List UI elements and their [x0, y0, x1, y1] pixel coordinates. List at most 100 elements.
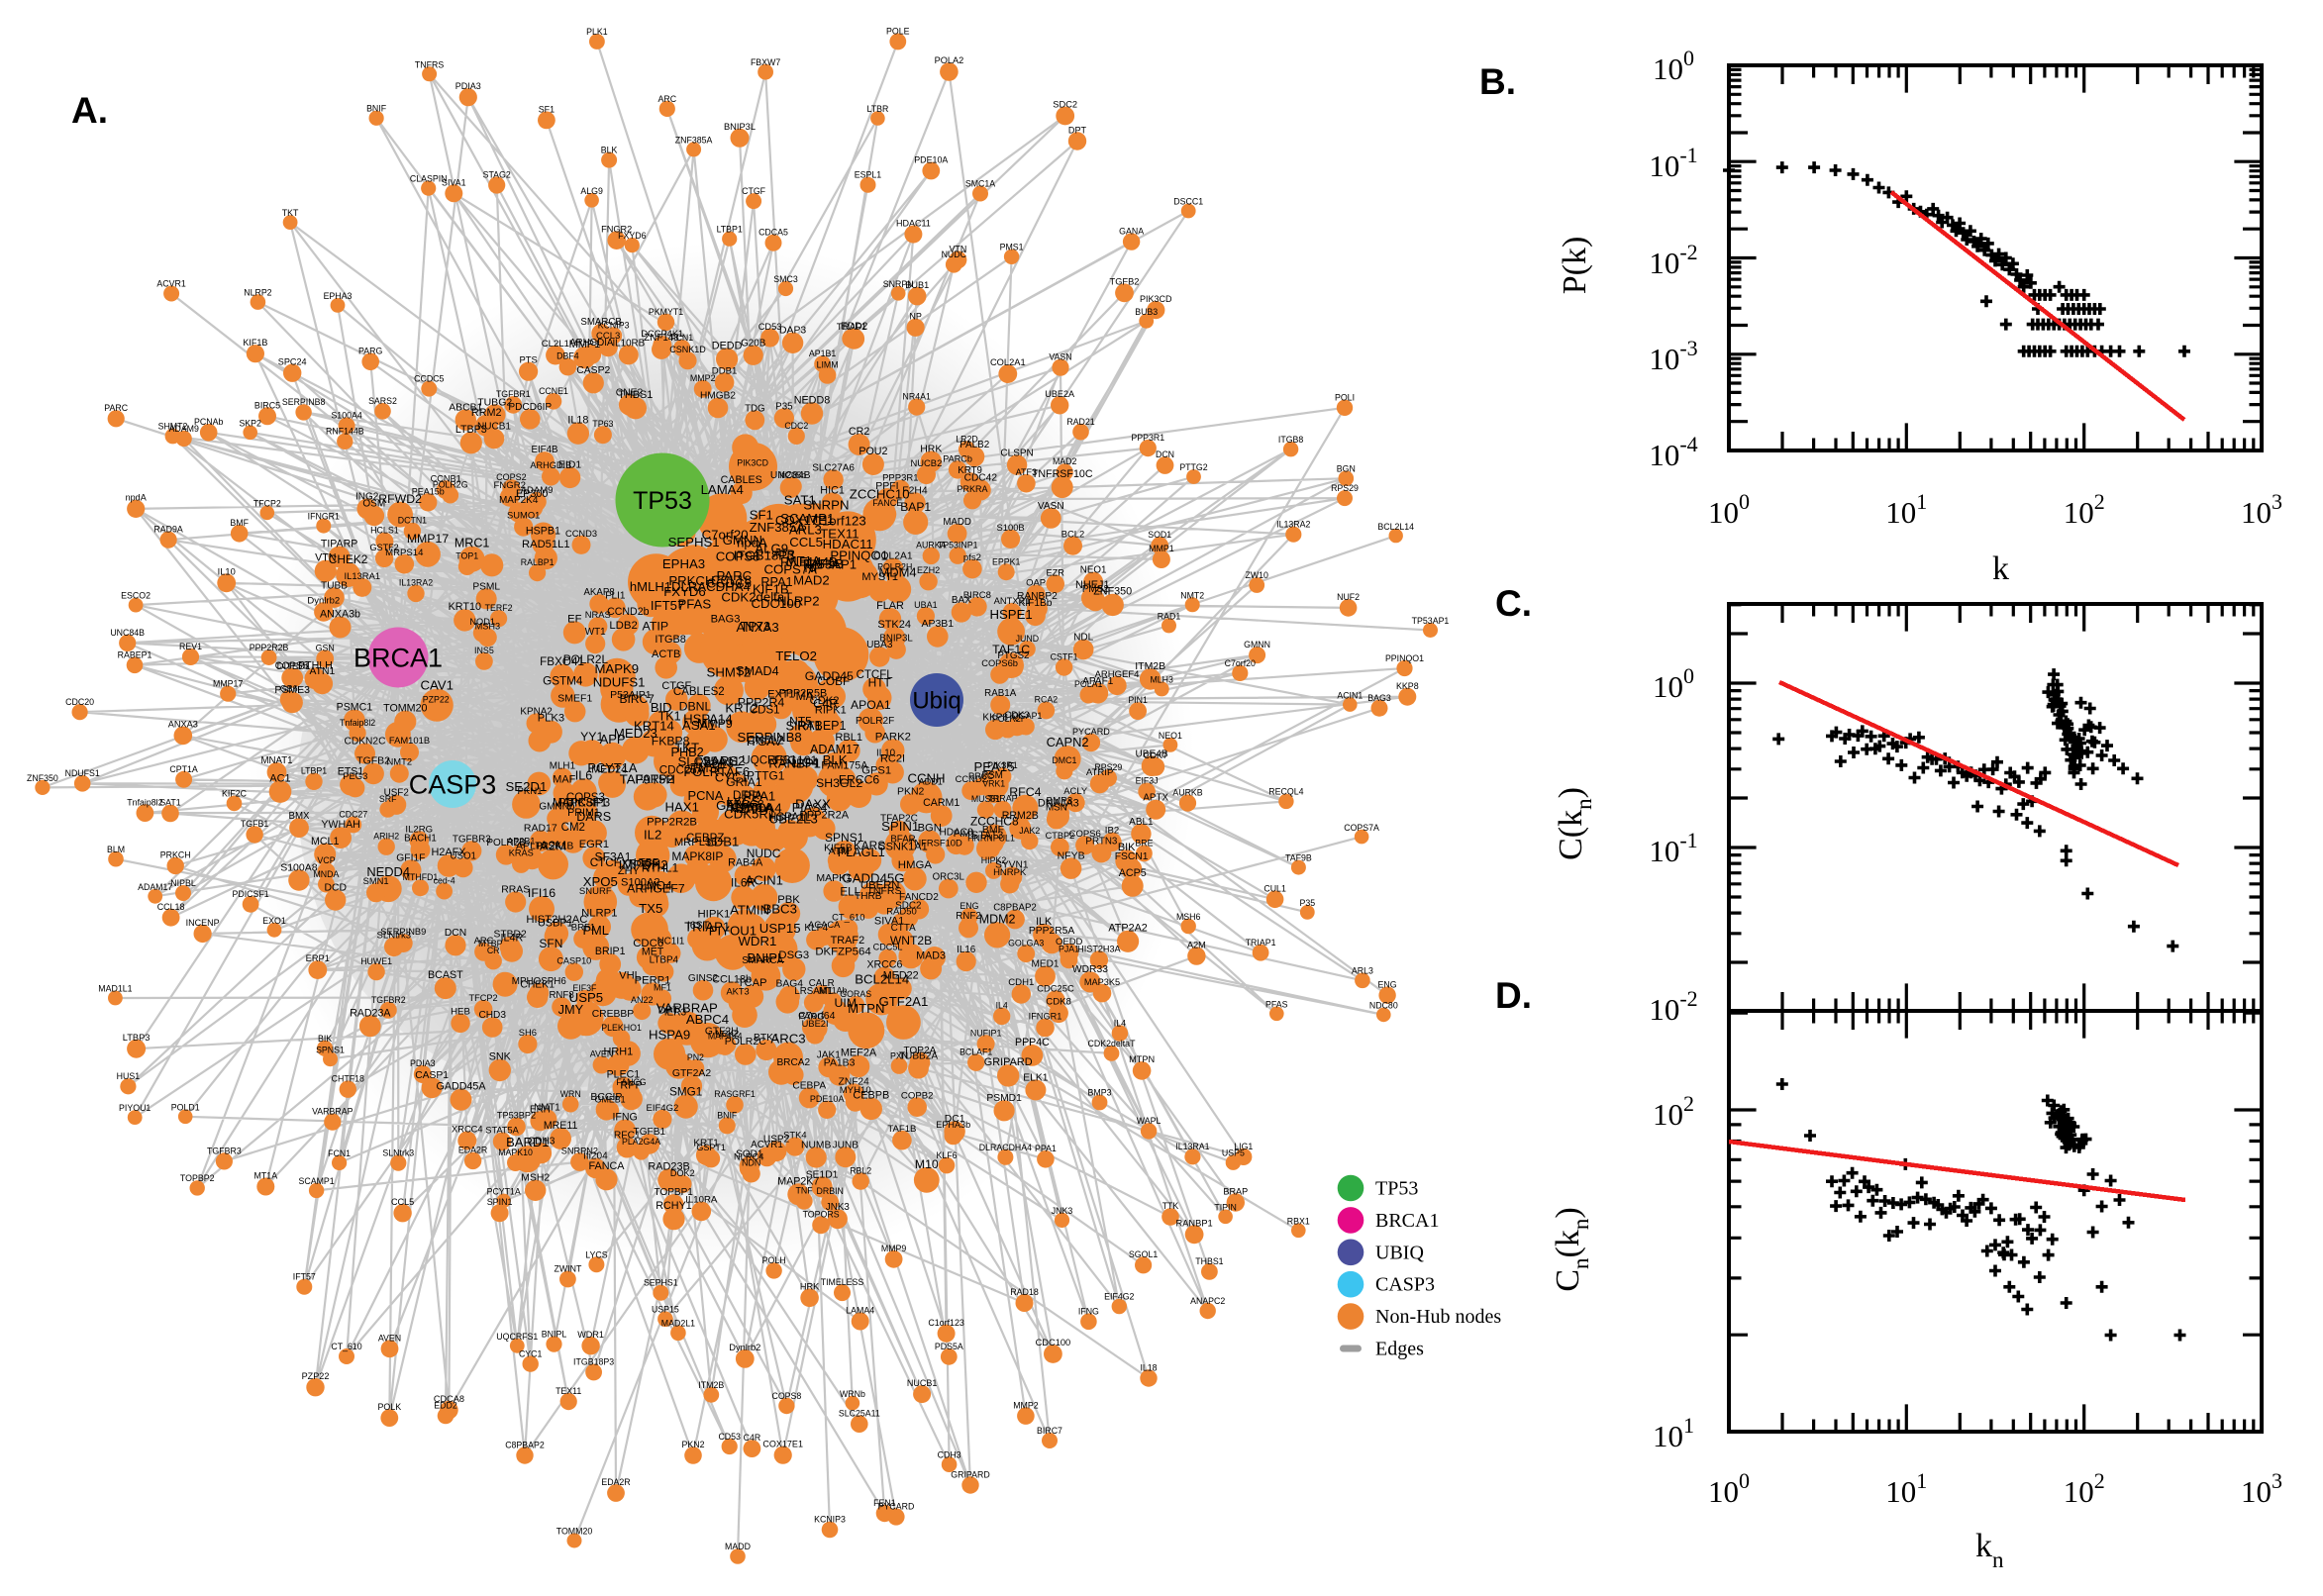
svg-text:100: 100 [1708, 489, 1750, 530]
svg-text:AP3B1: AP3B1 [921, 618, 954, 630]
svg-text:MAPK10: MAPK10 [498, 1147, 533, 1157]
svg-text:GTF2A1: GTF2A1 [878, 994, 928, 1009]
svg-text:MTPN: MTPN [848, 1001, 884, 1016]
svg-text:MA: MA [796, 689, 814, 703]
svg-text:DCTN1: DCTN1 [398, 516, 427, 526]
svg-text:NUCB1: NUCB1 [477, 422, 511, 433]
svg-text:npdA: npdA [126, 493, 147, 503]
svg-text:PPFI: PPFI [875, 480, 898, 492]
svg-text:PTTG2: PTTG2 [1179, 462, 1207, 472]
svg-text:AVEN: AVEN [378, 1333, 401, 1343]
svg-text:POLK: POLK [377, 1402, 401, 1412]
svg-text:TGFB2: TGFB2 [356, 755, 390, 767]
svg-text:EPHA3: EPHA3 [662, 556, 705, 571]
svg-text:ARC: ARC [658, 94, 677, 104]
svg-text:TCAP: TCAP [738, 977, 767, 989]
svg-text:BFAR: BFAR [890, 835, 915, 846]
svg-text:MAP2K4: MAP2K4 [499, 495, 539, 506]
svg-text:TFAP2C: TFAP2C [880, 814, 918, 825]
svg-text:TDG: TDG [745, 403, 764, 414]
svg-text:KIF1B: KIF1B [243, 338, 267, 348]
svg-text:CDC25C: CDC25C [1037, 982, 1074, 993]
svg-text:BIRC5: BIRC5 [254, 400, 280, 410]
svg-text:APAF1: APAF1 [1082, 676, 1114, 687]
svg-text:MADD: MADD [725, 1542, 751, 1551]
svg-text:HDAC11: HDAC11 [823, 537, 873, 551]
svg-text:RAD51L1: RAD51L1 [522, 539, 570, 550]
svg-text:WDR33: WDR33 [1072, 964, 1108, 975]
svg-text:CNE2: CNE2 [616, 387, 644, 398]
svg-text:VASN: VASN [1038, 501, 1064, 512]
svg-text:JMY: JMY [558, 1002, 584, 1017]
svg-text:PLK3: PLK3 [538, 713, 564, 725]
svg-text:BACH1: BACH1 [404, 833, 437, 844]
svg-text:CDH3: CDH3 [938, 1449, 961, 1459]
svg-text:SGOL1: SGOL1 [1129, 1249, 1158, 1259]
svg-text:EPHA3: EPHA3 [324, 291, 353, 301]
svg-text:ZWINT: ZWINT [554, 1264, 581, 1274]
svg-text:RAD1: RAD1 [1158, 611, 1181, 621]
svg-text:PSM: PSM [981, 770, 1002, 781]
svg-text:PIK3R1: PIK3R1 [987, 760, 1018, 770]
svg-text:LTBP3: LTBP3 [123, 1033, 151, 1043]
svg-text:BAG3: BAG3 [1367, 693, 1391, 703]
svg-text:ATMIN: ATMIN [730, 902, 769, 917]
svg-text:PSME3: PSME3 [274, 684, 310, 696]
svg-text:PPP2R2A: PPP2R2A [800, 810, 850, 822]
svg-text:LIG4: LIG4 [791, 756, 818, 770]
svg-text:ORC3L: ORC3L [933, 872, 965, 883]
svg-text:MED22: MED22 [883, 969, 919, 981]
svg-text:HCLS1: HCLS1 [370, 526, 399, 536]
svg-text:TAF9B: TAF9B [1285, 853, 1312, 863]
svg-text:BTK1: BTK1 [754, 1033, 779, 1044]
svg-text:DAXX: DAXX [795, 797, 831, 812]
svg-text:BCLAF1: BCLAF1 [960, 1047, 992, 1057]
svg-text:TTK: TTK [1162, 1201, 1179, 1211]
svg-text:PPP2R2B: PPP2R2B [250, 643, 289, 652]
svg-text:TOP2A: TOP2A [903, 1046, 936, 1056]
svg-text:PSMD1: PSMD1 [986, 1093, 1022, 1104]
svg-text:PDE10A: PDE10A [914, 155, 948, 165]
svg-text:MAPK8IP: MAPK8IP [671, 849, 723, 863]
svg-text:LTBP4: LTBP4 [650, 954, 679, 965]
svg-text:MAD2L1: MAD2L1 [661, 1319, 695, 1329]
svg-text:SF1: SF1 [539, 105, 555, 115]
svg-text:IL2: IL2 [644, 828, 661, 843]
svg-text:PCYT1A: PCYT1A [487, 1187, 521, 1197]
svg-text:MAPK8IP3: MAPK8IP3 [553, 795, 611, 809]
svg-text:GANA: GANA [716, 798, 754, 813]
svg-text:SPIN1: SPIN1 [881, 819, 919, 834]
svg-text:USP2: USP2 [763, 1135, 790, 1146]
svg-text:ARHGEF7: ARHGEF7 [627, 881, 685, 895]
svg-text:VARBRAP: VARBRAP [656, 1001, 718, 1016]
svg-text:SNRPN: SNRPN [883, 279, 914, 289]
svg-text:CDC42: CDC42 [964, 473, 998, 484]
svg-text:C4R: C4R [744, 1433, 761, 1443]
svg-text:BAG3: BAG3 [711, 614, 741, 626]
svg-text:EIF3J: EIF3J [1136, 776, 1159, 786]
svg-text:CUL1: CUL1 [1263, 884, 1286, 894]
svg-text:SLC25A11: SLC25A11 [839, 1409, 880, 1419]
svg-text:POLD1: POLD1 [171, 1103, 200, 1113]
svg-text:GMNN: GMNN [1244, 640, 1270, 649]
svg-text:ZNF385A: ZNF385A [750, 520, 806, 535]
svg-text:MYH10: MYH10 [840, 1085, 871, 1096]
svg-text:AVEN: AVEN [590, 1049, 614, 1059]
svg-text:HSPB1: HSPB1 [526, 526, 560, 538]
svg-text:CDC27: CDC27 [339, 810, 367, 820]
svg-text:CDK8: CDK8 [1046, 997, 1071, 1008]
svg-text:RIPK1: RIPK1 [815, 705, 847, 717]
svg-text:ITGB18P3: ITGB18P3 [734, 548, 795, 562]
svg-text:TNFRS: TNFRS [415, 59, 444, 69]
svg-text:IL2RG: IL2RG [405, 824, 433, 835]
svg-text:MMP2: MMP2 [1013, 1400, 1039, 1410]
svg-text:ERH: ERH [530, 1104, 551, 1115]
svg-text:DDB1: DDB1 [712, 365, 738, 376]
svg-text:NLRC4: NLRC4 [734, 1152, 763, 1162]
svg-text:Tnfaip8l2: Tnfaip8l2 [127, 797, 162, 807]
svg-text:CHTF18: CHTF18 [332, 1074, 364, 1084]
svg-text:MRPS14: MRPS14 [385, 548, 424, 558]
svg-text:ANAPC2: ANAPC2 [1190, 1296, 1225, 1306]
svg-text:COX17E1: COX17E1 [762, 1440, 803, 1449]
svg-text:XRCC4: XRCC4 [452, 1125, 483, 1135]
